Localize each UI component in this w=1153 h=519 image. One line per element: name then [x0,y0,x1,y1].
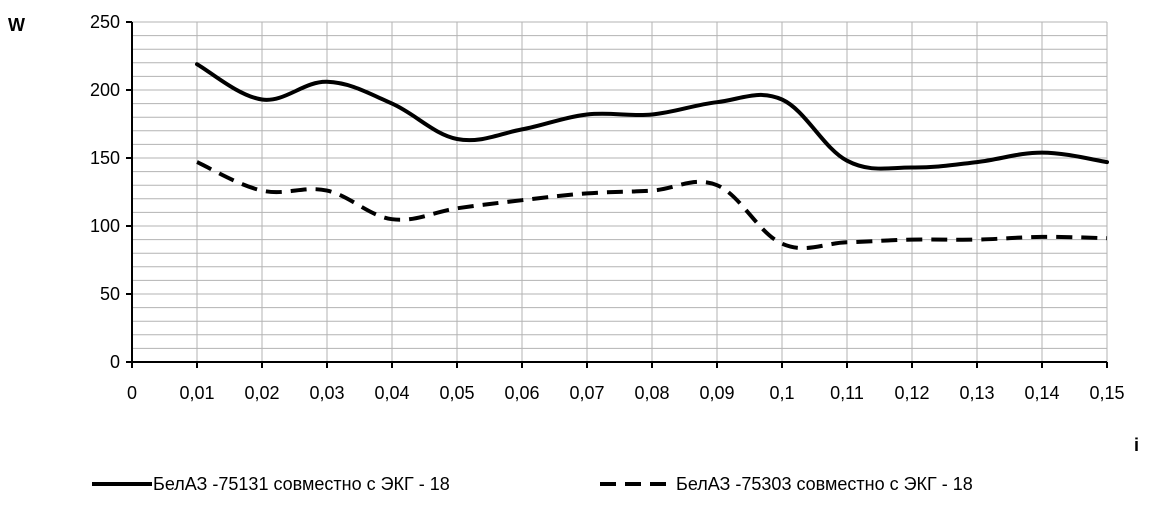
grid-lines [132,21,1108,362]
series-line-2 [196,160,1108,251]
x-tick-label: 0,14 [1024,383,1059,403]
y-tick-label: 100 [90,216,120,236]
y-axis-title: W [8,15,25,35]
x-tick-label: 0,08 [634,383,669,403]
x-tick-label: 0,07 [569,383,604,403]
x-tick-label: 0,02 [244,383,279,403]
legend-label-series-1: БелАЗ -75131 совместно с ЭКГ - 18 [153,474,450,494]
y-tick-label: 250 [90,12,120,32]
x-axis-title: i [1134,435,1139,455]
x-tick-label: 0,03 [309,383,344,403]
legend-label-series-2: БелАЗ -75303 совместно с ЭКГ - 18 [676,474,973,494]
y-tick-label: 150 [90,148,120,168]
x-tick-label: 0,01 [179,383,214,403]
x-tick-label: 0,09 [699,383,734,403]
x-tick-label: 0,12 [894,383,929,403]
legend: БелАЗ -75131 совместно с ЭКГ - 18 БелАЗ … [92,474,973,494]
y-tick-label: 200 [90,80,120,100]
x-tick-label: 0,11 [830,383,864,403]
x-tick-label: 0,06 [504,383,539,403]
y-tick-label: 50 [100,284,120,304]
x-tick-label: 0,05 [439,383,474,403]
axes [126,21,1108,368]
x-tick-label: 0,15 [1089,383,1124,403]
x-tick-label: 0,13 [959,383,994,403]
x-tick-label: 0,04 [374,383,409,403]
series-lines [195,62,1109,251]
y-tick-label: 0 [110,352,120,372]
x-tick-label: 0,1 [769,383,794,403]
tick-labels: 0 50 100 150 200 250 0 0,01 0,02 0,03 0,04 0,05 0,06… [90,12,1125,403]
x-tick-label: 0 [127,383,137,403]
series-line-1 [195,62,1109,171]
